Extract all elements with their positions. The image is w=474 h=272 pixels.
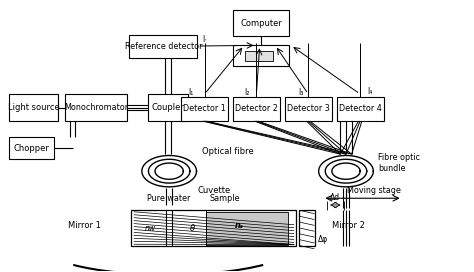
Text: Cuvette: Cuvette xyxy=(197,186,230,195)
Text: nₛ: nₛ xyxy=(234,221,243,230)
Text: Chopper: Chopper xyxy=(13,144,49,153)
Text: Detector 2: Detector 2 xyxy=(235,104,278,113)
Text: I₂: I₂ xyxy=(244,88,250,97)
Text: Mirror 2: Mirror 2 xyxy=(332,221,365,230)
Bar xyxy=(65,94,127,121)
Text: Optical fibre: Optical fibre xyxy=(202,147,254,156)
Bar xyxy=(299,211,315,246)
Text: Pure water: Pure water xyxy=(147,194,191,203)
Text: Mirror 1: Mirror 1 xyxy=(68,221,101,230)
Text: Detector 3: Detector 3 xyxy=(287,104,329,113)
Bar xyxy=(131,211,296,246)
Bar xyxy=(9,94,58,121)
Bar xyxy=(148,94,188,121)
Bar xyxy=(206,212,288,245)
Text: Sample: Sample xyxy=(210,194,240,203)
Text: nw: nw xyxy=(145,224,156,233)
Text: Light source: Light source xyxy=(8,103,59,112)
Text: Coupler: Coupler xyxy=(152,103,184,112)
Text: θ: θ xyxy=(190,224,195,233)
Text: Moving stage: Moving stage xyxy=(347,186,401,195)
Bar xyxy=(233,97,280,121)
Bar xyxy=(9,137,54,159)
Text: Monochromator: Monochromator xyxy=(64,103,128,112)
Text: I₄: I₄ xyxy=(367,87,372,96)
Text: Δφ: Δφ xyxy=(318,234,328,243)
Bar xyxy=(129,35,198,57)
Text: I₃: I₃ xyxy=(299,88,304,97)
Text: Δd: Δd xyxy=(330,193,340,202)
Text: Detector 1: Detector 1 xyxy=(183,104,226,113)
Bar xyxy=(181,97,228,121)
Bar xyxy=(337,97,384,121)
Text: Fibre optic
bundle: Fibre optic bundle xyxy=(378,153,420,173)
Bar xyxy=(245,51,273,61)
Text: Iᵣ: Iᵣ xyxy=(202,35,206,44)
Bar xyxy=(233,45,290,66)
Text: Detector 4: Detector 4 xyxy=(339,104,382,113)
Bar xyxy=(285,97,332,121)
Text: Computer: Computer xyxy=(240,18,282,27)
Text: I₁: I₁ xyxy=(188,88,193,97)
Bar xyxy=(233,10,290,36)
Text: Reference detector: Reference detector xyxy=(125,42,202,51)
